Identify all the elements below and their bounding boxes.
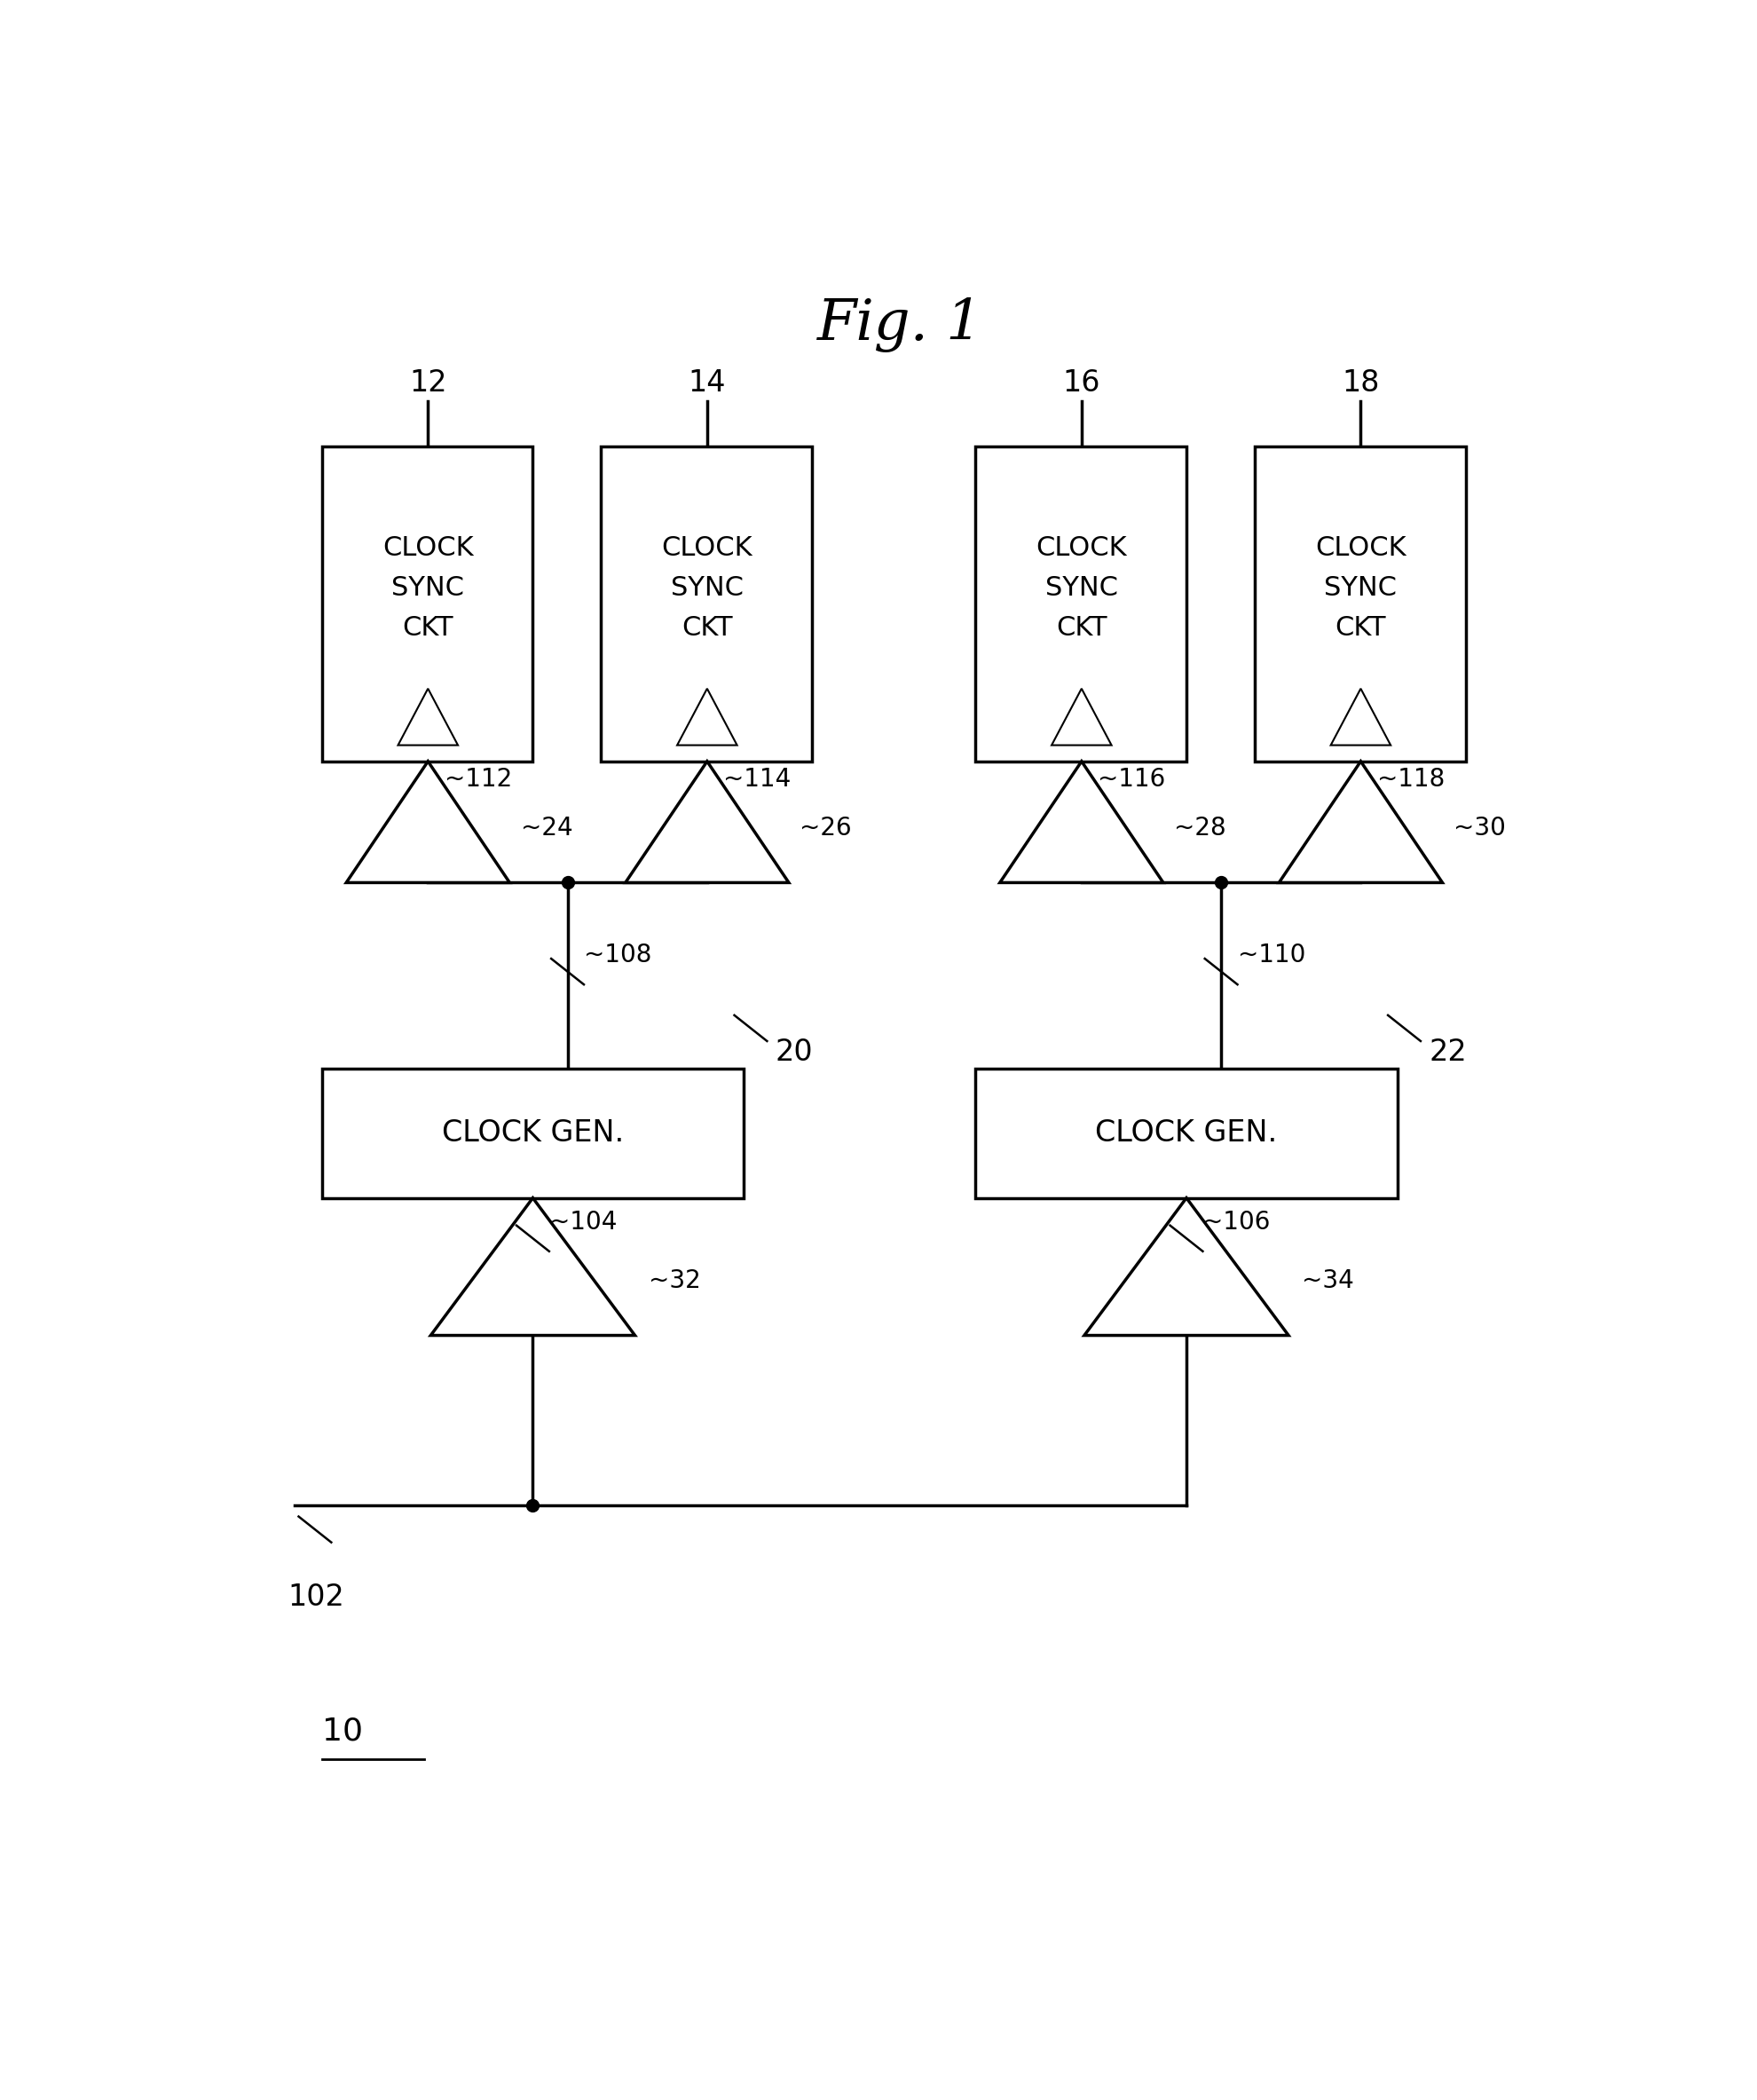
Text: CLOCK GEN.: CLOCK GEN. — [1095, 1119, 1277, 1149]
Bar — [322, 1069, 743, 1197]
Polygon shape — [399, 689, 459, 745]
Text: ~28: ~28 — [1174, 815, 1226, 840]
Text: 12: 12 — [409, 367, 446, 397]
Polygon shape — [430, 1197, 634, 1336]
Text: CLOCK
SYNC
CKT: CLOCK SYNC CKT — [383, 536, 473, 640]
Bar — [601, 445, 812, 762]
Text: 10: 10 — [322, 1716, 362, 1745]
Text: ~24: ~24 — [520, 815, 573, 840]
Text: 102: 102 — [288, 1583, 344, 1613]
Polygon shape — [1000, 762, 1163, 882]
Text: ~108: ~108 — [583, 943, 652, 968]
Text: 22: 22 — [1428, 1037, 1467, 1067]
Polygon shape — [1084, 1197, 1288, 1336]
Text: CLOCK
SYNC
CKT: CLOCK SYNC CKT — [1316, 536, 1406, 640]
Text: ~110: ~110 — [1237, 943, 1305, 968]
Text: ~114: ~114 — [724, 766, 791, 792]
Text: Fig. 1: Fig. 1 — [817, 298, 984, 353]
Polygon shape — [1052, 689, 1112, 745]
Text: ~106: ~106 — [1204, 1210, 1270, 1235]
Polygon shape — [1279, 762, 1442, 882]
Text: 18: 18 — [1342, 367, 1379, 397]
Text: ~112: ~112 — [445, 766, 511, 792]
Text: ~118: ~118 — [1377, 766, 1444, 792]
Text: ~26: ~26 — [799, 815, 852, 840]
Text: ~34: ~34 — [1302, 1268, 1355, 1294]
Text: ~104: ~104 — [550, 1210, 617, 1235]
Bar — [975, 1069, 1397, 1197]
Text: CLOCK
SYNC
CKT: CLOCK SYNC CKT — [1037, 536, 1126, 640]
Text: ~30: ~30 — [1453, 815, 1506, 840]
Text: ~32: ~32 — [648, 1268, 701, 1294]
Polygon shape — [625, 762, 789, 882]
Polygon shape — [346, 762, 510, 882]
Bar — [322, 445, 532, 762]
Text: CLOCK GEN.: CLOCK GEN. — [441, 1119, 624, 1149]
Bar — [1254, 445, 1465, 762]
Text: 20: 20 — [775, 1037, 813, 1067]
Polygon shape — [1330, 689, 1392, 745]
Text: 16: 16 — [1063, 367, 1100, 397]
Polygon shape — [676, 689, 738, 745]
Text: ~116: ~116 — [1098, 766, 1165, 792]
Bar — [975, 445, 1186, 762]
Text: 14: 14 — [689, 367, 726, 397]
Text: CLOCK
SYNC
CKT: CLOCK SYNC CKT — [662, 536, 752, 640]
